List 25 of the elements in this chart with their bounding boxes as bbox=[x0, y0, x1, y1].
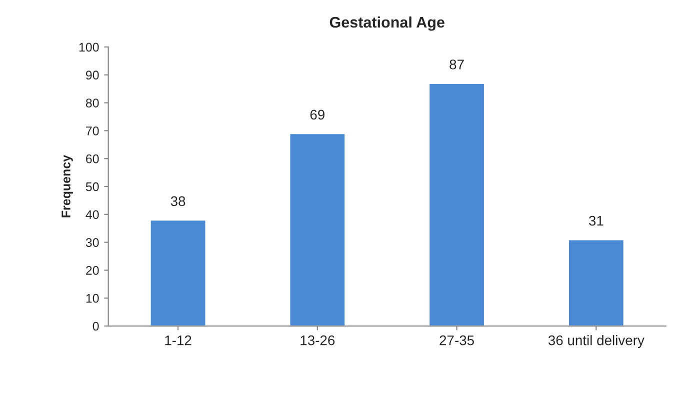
x-tick-label: 27-35 bbox=[440, 335, 474, 346]
y-tick-label: 30 bbox=[86, 238, 99, 247]
x-tick-label: 13-26 bbox=[300, 335, 335, 346]
data-label: 31 bbox=[588, 216, 604, 226]
bar bbox=[288, 132, 346, 326]
y-tick-label: 80 bbox=[86, 98, 99, 108]
y-tick-label: 90 bbox=[86, 70, 99, 80]
data-label: 87 bbox=[450, 60, 464, 70]
y-tick-label: 40 bbox=[86, 210, 99, 220]
x-tick-label: 1-12 bbox=[165, 335, 192, 346]
data-label: 69 bbox=[310, 110, 324, 120]
chart-title: Gestational Age bbox=[330, 16, 444, 31]
y-tick-label: 70 bbox=[86, 126, 99, 136]
y-tick-label: 100 bbox=[79, 42, 99, 52]
y-tick-label: 0 bbox=[92, 322, 99, 331]
y-tick-label: 10 bbox=[86, 294, 99, 303]
y-tick-label: 50 bbox=[86, 182, 99, 192]
bar bbox=[568, 238, 625, 326]
y-tick-label: 60 bbox=[86, 154, 99, 164]
bar bbox=[149, 219, 207, 326]
x-tick-label: 36 until delivery bbox=[548, 335, 644, 348]
y-tick-label: 20 bbox=[86, 266, 99, 275]
bar bbox=[428, 82, 486, 326]
data-label: 38 bbox=[170, 196, 186, 206]
y-axis-title: Frequency bbox=[62, 154, 73, 218]
